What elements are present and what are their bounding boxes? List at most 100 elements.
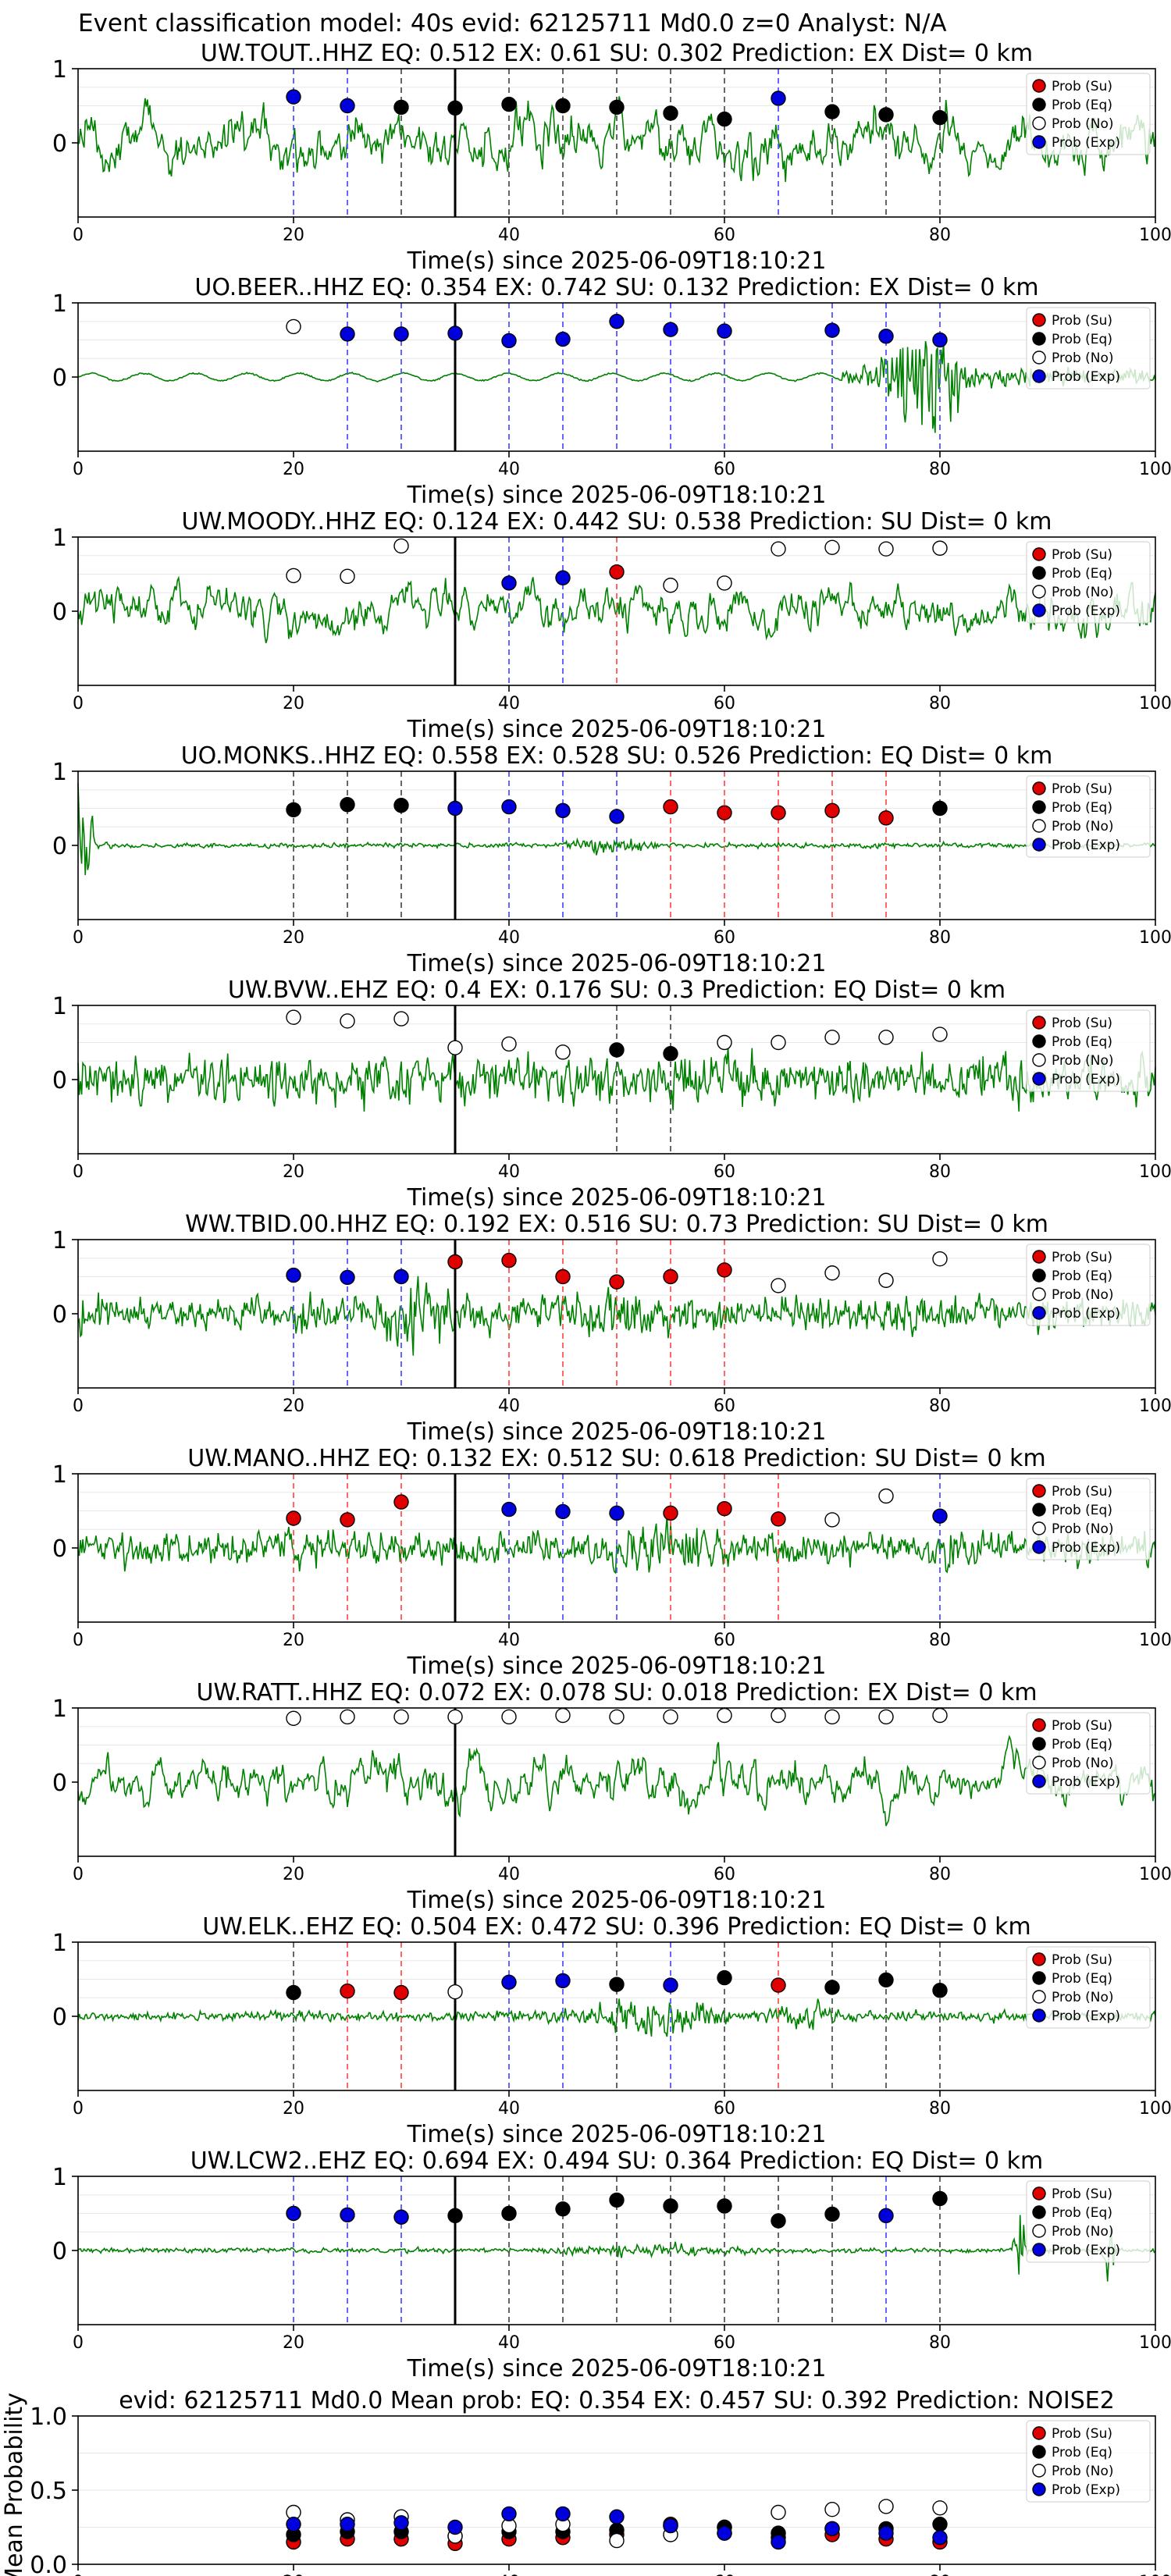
legend-marker-su — [1032, 1016, 1046, 1030]
mean-prob-point — [717, 2525, 732, 2541]
legend-label-eq: Prob (Eq) — [1052, 1503, 1112, 1518]
y-tick-label: 1 — [52, 1930, 67, 1957]
window-prob-marker — [393, 538, 409, 554]
x-axis-label: Time(s) since 2025-06-09T18:10:21 — [407, 1887, 827, 1914]
window-prob-marker — [501, 799, 517, 815]
panel-7: UW.RATT..HHZ EQ: 0.072 EX: 0.078 SU: 0.0… — [52, 1679, 1171, 1914]
window-prob-marker — [663, 2198, 678, 2214]
window-prob-marker — [393, 1268, 409, 1285]
panel-title: UW.LCW2..EHZ EQ: 0.694 EX: 0.494 SU: 0.3… — [190, 2147, 1044, 2175]
x-tick-label: 0 — [73, 226, 84, 245]
legend-box — [1026, 1712, 1151, 1795]
window-prob-marker — [501, 1974, 517, 1991]
mean-prob-point — [824, 2501, 840, 2517]
x-tick-label: 40 — [498, 1397, 520, 1416]
x-tick-label: 60 — [714, 1631, 735, 1650]
panel-2: UW.MOODY..HHZ EQ: 0.124 EX: 0.442 SU: 0.… — [52, 508, 1171, 743]
window-prob-marker — [286, 89, 301, 105]
window-prob-marker — [824, 1980, 840, 1995]
y-tick-label: 1 — [52, 56, 67, 84]
legend-marker-no — [1032, 1053, 1046, 1067]
legend-marker-eq — [1032, 1971, 1046, 1985]
x-tick-label: 20 — [283, 928, 304, 948]
legend-marker-su — [1032, 547, 1046, 561]
y-tick-label: 1.0 — [30, 2403, 67, 2431]
window-prob-marker — [555, 1503, 571, 1520]
legend-marker-eq — [1032, 1268, 1046, 1283]
x-tick-label: 40 — [498, 928, 520, 948]
x-tick-label: 0 — [73, 1865, 84, 1884]
x-tick-label: 60 — [714, 226, 735, 245]
y-tick-label: 1 — [52, 993, 67, 1020]
window-prob-marker — [340, 1013, 355, 1029]
window-prob-marker — [824, 539, 840, 555]
panel-title: UO.MONKS..HHZ EQ: 0.558 EX: 0.528 SU: 0.… — [181, 742, 1053, 770]
window-prob-marker — [340, 1269, 355, 1286]
legend-box — [1026, 1478, 1151, 1560]
legend-marker-eq — [1032, 2205, 1046, 2219]
window-prob-marker — [609, 2192, 625, 2208]
mean-prob-point — [824, 2521, 840, 2537]
panel-title: UW.MOODY..HHZ EQ: 0.124 EX: 0.442 SU: 0.… — [181, 508, 1052, 535]
y-tick-label: 0 — [52, 1770, 67, 1797]
legend-box — [1026, 1244, 1151, 1326]
y-tick-label: 1 — [52, 1461, 67, 1489]
window-prob-marker — [824, 1030, 840, 1045]
legend-marker-exp — [1032, 135, 1046, 149]
x-tick-label: 20 — [283, 2333, 304, 2353]
legend-label-su: Prob (Su) — [1052, 1952, 1112, 1968]
window-prob-marker — [609, 564, 625, 580]
window-prob-marker — [609, 99, 625, 116]
x-tick-label: 100 — [1139, 1865, 1171, 1884]
x-tick-label: 20 — [283, 694, 304, 713]
mean-prob-point — [609, 2509, 625, 2524]
y-tick-label: 0.0 — [30, 2552, 67, 2576]
legend-label-no: Prob (No) — [1052, 1756, 1114, 1771]
mean-prob-point — [609, 2532, 625, 2549]
panel-title: UW.MANO..HHZ EQ: 0.132 EX: 0.512 SU: 0.6… — [187, 1445, 1045, 1472]
x-tick-label: 60 — [714, 2573, 735, 2576]
y-tick-label: 0 — [52, 2238, 67, 2265]
window-prob-marker — [771, 1278, 786, 1293]
window-prob-marker — [824, 104, 840, 119]
y-tick-label: 1 — [52, 1227, 67, 1254]
x-tick-label: 60 — [714, 1162, 735, 1182]
window-prob-marker — [609, 1709, 625, 1725]
x-tick-label: 40 — [498, 2099, 520, 2119]
legend-label-su: Prob (Su) — [1052, 2186, 1112, 2202]
window-prob-marker — [717, 1034, 732, 1051]
window-prob-marker — [555, 802, 571, 819]
y-tick-label: 1 — [52, 290, 67, 318]
legend-box — [1026, 2180, 1151, 2263]
window-prob-marker — [878, 1488, 894, 1504]
x-tick-label: 0 — [73, 2573, 84, 2576]
window-prob-marker — [555, 570, 571, 585]
mean-prob-point — [878, 2499, 894, 2514]
legend-label-su: Prob (Su) — [1052, 79, 1112, 94]
window-prob-marker — [824, 2206, 840, 2222]
window-prob-marker — [717, 1500, 732, 1517]
panel-title: UW.BVW..EHZ EQ: 0.4 EX: 0.176 SU: 0.3 Pr… — [228, 977, 1005, 1004]
legend-label-exp: Prob (Exp) — [1052, 838, 1120, 853]
legend-label-eq: Prob (Eq) — [1052, 98, 1112, 113]
waveform-trace — [77, 1735, 1156, 1827]
x-tick-label: 40 — [498, 1631, 520, 1650]
window-prob-marker — [555, 1707, 571, 1724]
panel-title: UW.ELK..EHZ EQ: 0.504 EX: 0.472 SU: 0.39… — [202, 1913, 1031, 1941]
window-prob-marker — [447, 326, 463, 341]
mean-prob-point — [663, 2517, 678, 2534]
legend-label-su: Prob (Su) — [1052, 547, 1112, 563]
x-tick-label: 100 — [1139, 460, 1171, 479]
window-prob-marker — [286, 802, 301, 818]
window-prob-marker — [609, 1274, 625, 1290]
window-prob-marker — [501, 1709, 517, 1725]
window-prob-marker — [932, 540, 948, 556]
waveform-trace — [77, 1515, 1156, 1574]
legend-label-exp: Prob (Exp) — [1052, 135, 1120, 151]
y-tick-label: 0 — [52, 1067, 67, 1094]
legend-label-su: Prob (Su) — [1052, 1484, 1112, 1500]
legend-marker-no — [1032, 2224, 1046, 2238]
window-prob-marker — [340, 1512, 355, 1528]
x-tick-label: 0 — [73, 928, 84, 948]
